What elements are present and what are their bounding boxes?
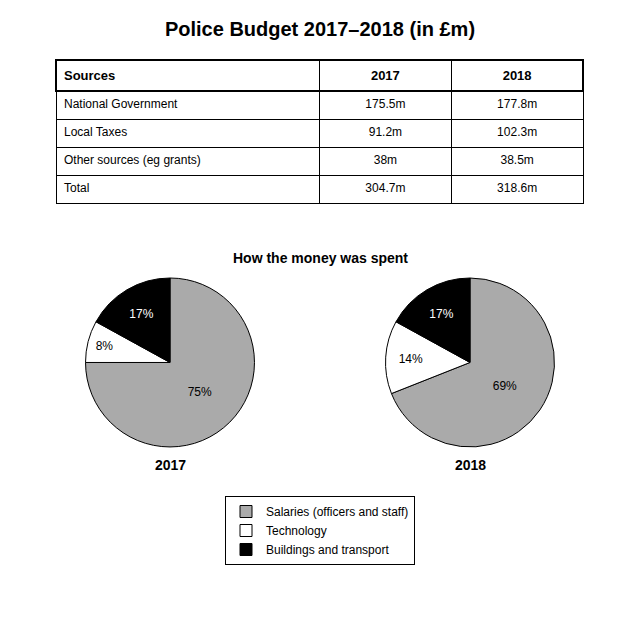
svg-text:102.3m: 102.3m — [497, 125, 537, 139]
svg-text:8%: 8% — [96, 339, 114, 353]
svg-text:Other sources (eg grants): Other sources (eg grants) — [64, 153, 201, 167]
svg-text:17%: 17% — [129, 307, 153, 321]
svg-text:177.8m: 177.8m — [497, 97, 537, 111]
svg-text:69%: 69% — [493, 379, 517, 393]
svg-text:304.7m: 304.7m — [365, 181, 405, 195]
svg-text:38.5m: 38.5m — [500, 153, 533, 167]
svg-text:Salaries (officers and staff): Salaries (officers and staff) — [266, 505, 408, 519]
svg-text:Total: Total — [64, 181, 89, 195]
svg-text:2017: 2017 — [371, 68, 400, 83]
svg-text:Technology: Technology — [266, 524, 327, 538]
svg-text:Police Budget 2017–2018 (in £m: Police Budget 2017–2018 (in £m) — [165, 18, 475, 40]
svg-text:38m: 38m — [374, 153, 397, 167]
svg-text:How the money was spent: How the money was spent — [233, 250, 408, 266]
svg-text:91.2m: 91.2m — [369, 125, 402, 139]
svg-text:2018: 2018 — [503, 68, 532, 83]
svg-text:75%: 75% — [188, 385, 212, 399]
svg-text:Buildings and transport: Buildings and transport — [266, 543, 389, 557]
svg-text:2018: 2018 — [455, 457, 486, 473]
svg-text:2017: 2017 — [155, 457, 186, 473]
svg-text:14%: 14% — [399, 352, 423, 366]
svg-text:Sources: Sources — [64, 68, 115, 83]
svg-text:Local Taxes: Local Taxes — [64, 125, 127, 139]
svg-text:National Government: National Government — [64, 97, 178, 111]
svg-text:318.6m: 318.6m — [497, 181, 537, 195]
svg-text:175.5m: 175.5m — [365, 97, 405, 111]
svg-text:17%: 17% — [429, 307, 453, 321]
